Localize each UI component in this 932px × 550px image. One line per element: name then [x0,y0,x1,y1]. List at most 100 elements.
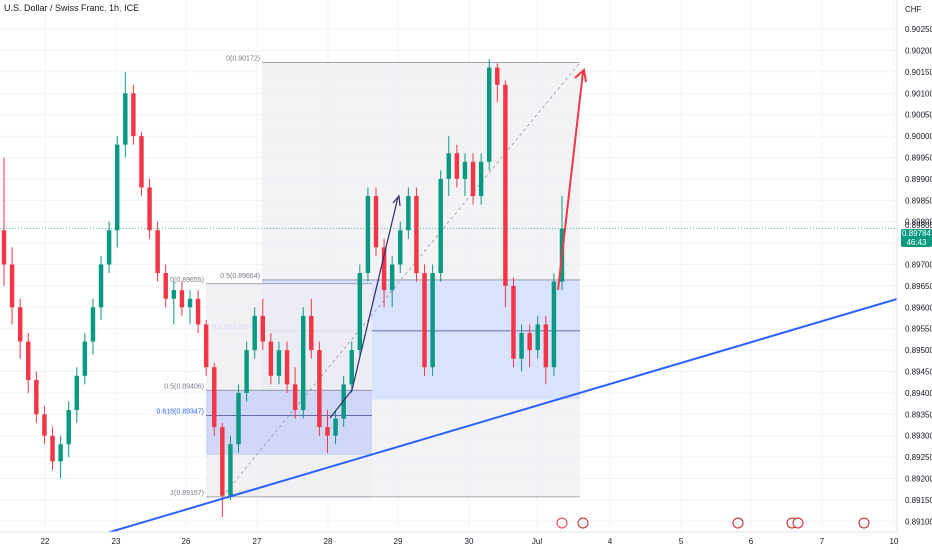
x-tick-label: 28 [324,537,333,546]
candle-body [495,67,500,85]
candle-body [171,290,177,299]
candle-body [82,341,88,376]
us-event-icon [732,517,744,529]
y-tick-label: 0.90000 [905,132,932,141]
candle-body [17,307,23,342]
lightning-event-icon [556,517,568,529]
x-tick-label: 7 [820,537,825,546]
candle-body [414,196,419,274]
candle-body [1,230,7,265]
candle-body [260,315,266,342]
last-price-tag: 0.89784 46:43 [901,229,932,247]
y-tick-label: 0.90050 [905,111,932,120]
candle-body [454,153,460,179]
candle-body [131,93,136,137]
candle-body [300,315,306,411]
candle-body [123,93,128,145]
candle-body [228,444,233,496]
fib-1-level-label: 0(0.90172) [226,56,260,63]
symbol-name: U.S. Dollar / Swiss Franc [4,3,105,13]
x-tick-label: 22 [41,537,50,546]
candle-body [114,144,120,231]
candle-body [422,273,427,368]
fib-1-level-label: 0.5(0.89664) [220,273,260,280]
chart-title: U.S. Dollar / Swiss Franc, 1h, ICE [4,3,140,13]
candle-body [276,350,282,376]
candle-body [389,264,395,291]
x-tick-label: 4 [608,537,613,546]
y-tick-label: 0.90150 [905,68,932,77]
candle-body [195,298,201,325]
candle-body [220,427,225,496]
interval-label: 1h [109,3,120,13]
fib-2-level-label: 0(0.89655) [170,277,204,284]
candle-body [58,444,63,462]
y-tick-label: 0.89250 [905,453,932,462]
candle-body [373,196,379,248]
candle-body [163,273,168,299]
candle-body [543,324,549,368]
candle-body [252,315,257,351]
candle-body [438,178,443,274]
candle-body [317,350,322,428]
us-event-icon [792,517,804,529]
candle-body [333,418,338,436]
fib-2-level-label: 1(0.89157) [170,490,204,497]
candle-body [147,187,152,231]
candle-body [50,435,55,462]
fib-diagonal [221,62,581,498]
candle-body [90,307,96,342]
candle-body [66,410,71,445]
candle-body [139,136,144,188]
candle-body [527,332,532,351]
candle-body [551,281,557,368]
y-tick-label: 0.89400 [905,389,932,398]
candle-body [155,230,160,274]
projection-arrowhead [574,68,587,83]
y-tick-label: 0.89950 [905,154,932,163]
candle-body [244,350,249,393]
candle-body [42,414,47,436]
candle-body [511,285,516,359]
y-tick-label: 0.89850 [905,196,932,205]
candle-body [406,196,411,231]
candle-body [26,341,31,381]
candle-body [462,161,468,179]
candle-body [365,196,371,274]
hidden-tick-label: 0.89800 [905,221,932,230]
x-tick-label: 23 [112,537,121,546]
y-tick-label: 0.89300 [905,432,932,441]
candle-body [478,161,484,197]
candle-body [503,84,508,286]
y-tick-label: 0.89500 [905,346,932,355]
y-tick-label: 0.90100 [905,89,932,98]
y-tick-label: 0.89200 [905,475,932,484]
candle-body [398,230,403,265]
us-event-icon [577,517,589,529]
zigzag-arrow[interactable] [329,196,399,419]
candle-body [381,247,387,291]
y-tick-label: 0.89800 [905,218,932,227]
y-tick-label: 0.89600 [905,303,932,312]
candle-body [309,315,314,351]
y-tick-label: 0.90200 [905,47,932,56]
candle-body [284,350,290,385]
candle-body [519,332,524,359]
x-tick-label: 30 [465,537,474,546]
fib-2-level-label: 0.618(0.89347) [157,409,204,416]
x-tick-label: Jul [532,537,542,546]
projection-arrow[interactable] [557,71,584,291]
y-tick-label: 0.89650 [905,282,932,291]
candle-body [486,67,492,162]
candle-body [236,392,241,445]
candle-body [98,264,104,308]
us-event-icon [858,517,870,529]
y-tick-label: 0.89550 [905,325,932,334]
ascending-trendline[interactable] [99,298,898,536]
candle-body [268,341,274,376]
x-tick-label: 27 [253,537,262,546]
x-tick-label: 5 [679,537,684,546]
candle-body [430,273,435,368]
